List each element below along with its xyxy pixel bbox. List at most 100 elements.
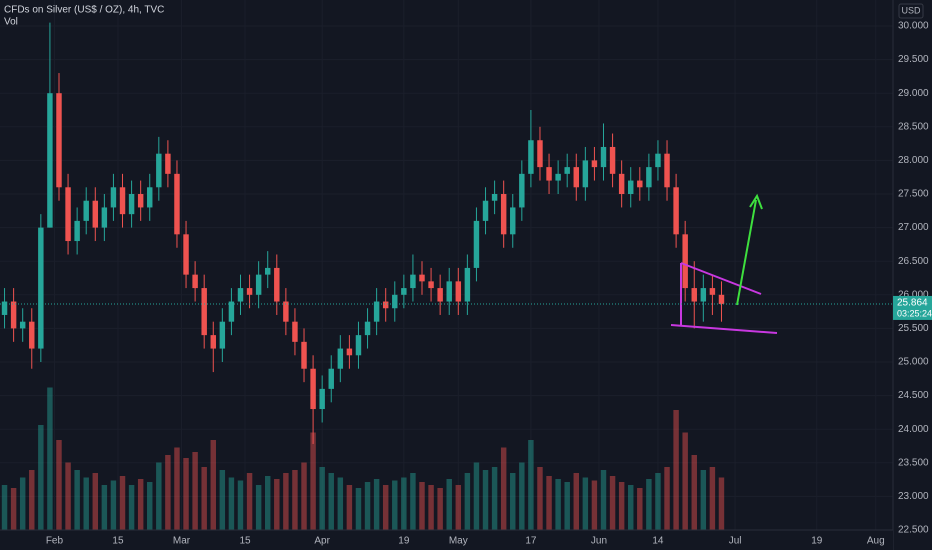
volume-bar [274, 479, 280, 530]
volume-bar [174, 447, 180, 530]
y-tick-label: 24.000 [898, 424, 929, 435]
x-tick-label: Aug [867, 536, 885, 547]
candle-body [156, 153, 162, 188]
candle-body [364, 321, 371, 336]
candle-body [419, 274, 425, 282]
y-tick-label: 25.500 [898, 323, 929, 334]
volume-bar [183, 458, 189, 530]
volume-bar [373, 479, 380, 530]
candle-body [573, 167, 579, 188]
drawings [670, 193, 778, 334]
candle-body [664, 153, 670, 188]
candle-body [500, 194, 507, 235]
candle-body [537, 140, 543, 168]
candle-body [510, 207, 516, 235]
volume-bar [237, 480, 244, 530]
candle-body [237, 288, 244, 302]
volume-bar [92, 473, 99, 530]
volume-bar [600, 470, 607, 530]
volume-bar [419, 482, 425, 530]
trend-line[interactable] [670, 324, 778, 334]
candle-body [700, 288, 707, 302]
volume-bar [228, 477, 235, 530]
candle-body [74, 220, 80, 242]
volume-bar [500, 447, 507, 530]
candle-body [628, 180, 634, 195]
y-tick-label: 29.500 [898, 54, 929, 65]
volume-bar [637, 488, 643, 530]
volume-bar [38, 425, 44, 530]
volume-bar [455, 485, 462, 530]
volume-bar [137, 479, 144, 530]
volume-bar [564, 482, 570, 530]
volume-bar [128, 485, 135, 530]
candle-body [718, 294, 725, 304]
x-tick-label: 15 [239, 536, 251, 547]
candle-body [29, 321, 35, 349]
candle-body [165, 153, 171, 174]
candles [1, 22, 725, 444]
volume-bar [691, 455, 697, 530]
candle-body [709, 288, 716, 295]
candle-body [473, 220, 480, 268]
x-tick-label: Feb [46, 536, 64, 547]
volume-bar [382, 485, 389, 530]
candle-body [274, 267, 280, 302]
candle-body [491, 194, 498, 201]
volume-bar [110, 480, 117, 530]
candle-body [428, 281, 434, 289]
x-tick-label: Mar [173, 536, 191, 547]
volume-bar [29, 470, 35, 530]
candle-body [373, 301, 380, 322]
x-tick-label: 19 [811, 536, 823, 547]
y-tick-label: 23.000 [898, 491, 929, 502]
candle-body [38, 227, 44, 349]
arrow-head [749, 193, 763, 210]
candle-body [92, 200, 99, 228]
y-tick-label: 23.500 [898, 457, 929, 468]
volume-bar [491, 467, 498, 530]
trend-line[interactable] [680, 262, 762, 295]
candle-body [446, 281, 452, 302]
candle-body [637, 180, 643, 188]
candle-body [555, 173, 561, 181]
x-tick-label: Apr [314, 536, 330, 547]
volume-bar [392, 480, 398, 530]
last-price-box [893, 295, 932, 320]
candle-body [19, 321, 26, 329]
volume-bar [264, 476, 271, 530]
currency[interactable]: USD [901, 5, 921, 15]
x-tick-label: Jul [729, 536, 742, 547]
volume-pane [1, 387, 725, 530]
candle-body [255, 274, 262, 295]
volume-bar [428, 485, 434, 530]
candle-body [174, 173, 180, 235]
volume-bar [292, 470, 298, 530]
y-tick-label: 27.500 [898, 189, 929, 200]
candle-body [564, 167, 570, 174]
volume-bar [246, 473, 253, 530]
volume-bar [682, 432, 688, 530]
grid [0, 0, 893, 530]
candle-body [119, 187, 126, 215]
candle-body [673, 187, 679, 235]
volume-bar [473, 462, 480, 530]
volume-bar [47, 387, 53, 530]
candle-body [128, 194, 135, 215]
candle-body [401, 288, 407, 295]
candle-body [110, 187, 117, 208]
currency-button[interactable] [898, 3, 924, 19]
last-price-label: 25.864 [897, 298, 928, 309]
y-tick-label: 30.000 [898, 21, 929, 32]
candle-body [65, 187, 71, 242]
volume-bar [573, 473, 579, 530]
volume-bar [119, 476, 126, 530]
volume-bar [591, 480, 598, 530]
volume-bar [664, 467, 670, 530]
candle-body [600, 146, 607, 168]
candle-body [437, 288, 443, 302]
arrow[interactable] [736, 199, 757, 306]
volume-bar [446, 479, 452, 530]
candle-body [582, 160, 589, 188]
